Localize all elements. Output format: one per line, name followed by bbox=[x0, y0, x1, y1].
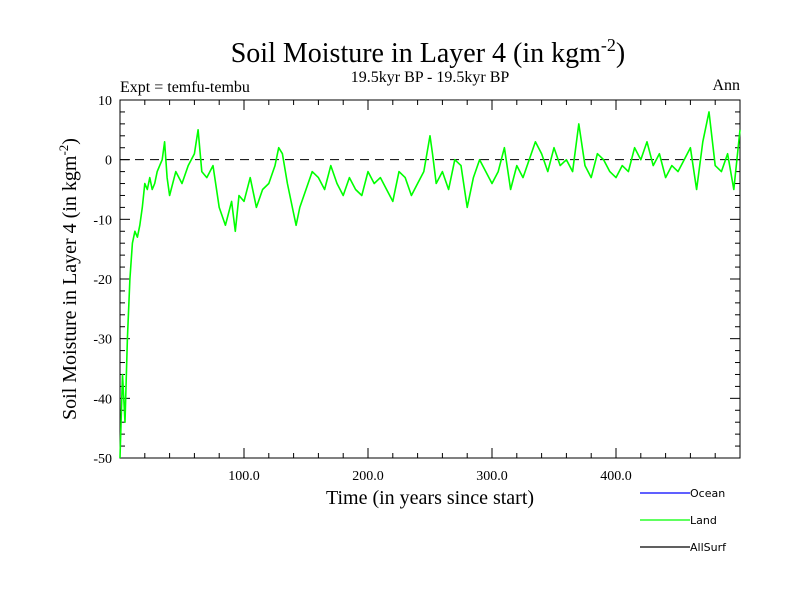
y-tick-label: -10 bbox=[93, 213, 112, 228]
chart-title-superscript: -2 bbox=[601, 35, 616, 55]
chart-title: Soil Moisture in Layer 4 (in kgm-2) bbox=[231, 35, 626, 69]
plot-frame bbox=[119, 99, 741, 459]
legend-label-land: Land bbox=[690, 514, 717, 527]
y-tick-label: -50 bbox=[93, 452, 112, 467]
y-tick-label: -20 bbox=[93, 273, 112, 288]
expt-label: Expt = temfu-tembu bbox=[120, 79, 250, 96]
series-line-land bbox=[119, 111, 741, 459]
y-tick-label: -40 bbox=[93, 392, 112, 407]
x-tick-label: 300.0 bbox=[476, 469, 508, 484]
axis-tick-labels: -50 -40 -30 -20 -10 0 10 100.0 200.0 300.0 400.0 bbox=[93, 94, 631, 484]
legend: Ocean Land AllSurf bbox=[640, 487, 727, 554]
axis-ticks bbox=[120, 99, 740, 459]
x-axis-label: Time (in years since start) bbox=[326, 487, 534, 509]
y-tick-label: -30 bbox=[93, 333, 112, 348]
chart-subtitle: 19.5kyr BP - 19.5kyr BP bbox=[351, 69, 510, 86]
x-tick-label: 400.0 bbox=[600, 469, 632, 484]
legend-label-allsurf: AllSurf bbox=[690, 541, 727, 554]
series-layer bbox=[119, 111, 741, 459]
x-tick-label: 100.0 bbox=[228, 469, 260, 484]
y-axis-label-superscript: -2 bbox=[56, 145, 71, 156]
y-tick-label: 0 bbox=[105, 154, 112, 169]
season-label: Ann bbox=[712, 77, 740, 94]
legend-label-ocean: Ocean bbox=[690, 487, 725, 500]
x-tick-label: 200.0 bbox=[352, 469, 384, 484]
y-axis-label: Soil Moisture in Layer 4 (in kgm-2) bbox=[56, 138, 81, 420]
y-tick-label: 10 bbox=[98, 94, 112, 109]
